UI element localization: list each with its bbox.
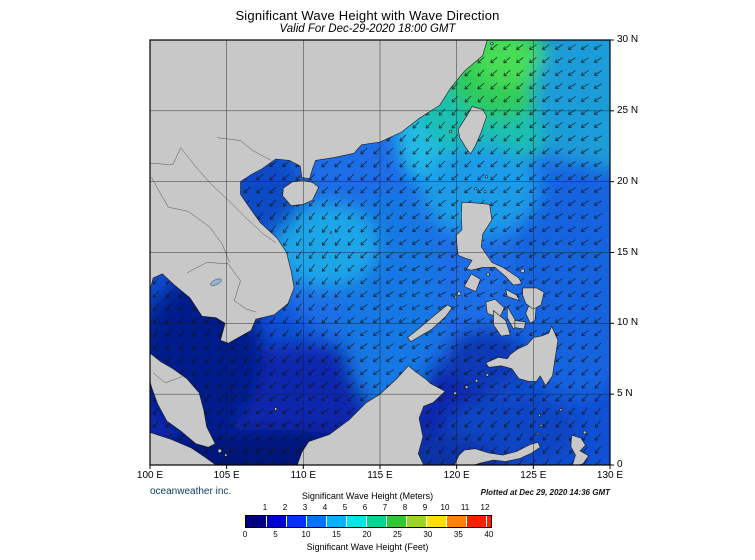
- colorbar-segment: [286, 516, 306, 527]
- feet-tick-value: 35: [453, 530, 463, 539]
- feet-tick-value: 10: [301, 530, 311, 539]
- small-island: [538, 414, 541, 417]
- meters-tick-value: 3: [302, 503, 308, 512]
- feet-tick-value: 30: [423, 530, 433, 539]
- small-island: [274, 407, 278, 411]
- small-island: [520, 268, 525, 274]
- colorbar-divider: [425, 516, 427, 527]
- map-layers: [150, 40, 610, 465]
- meters-tick-value: 8: [402, 503, 408, 512]
- meters-tick-value: 10: [440, 503, 450, 512]
- colorbar-segment: [446, 516, 466, 527]
- colorbar-divider: [285, 516, 287, 527]
- lat-tick-label: 0: [617, 459, 623, 470]
- small-island: [559, 408, 563, 412]
- small-island: [474, 187, 478, 191]
- colorbar-divider: [345, 516, 347, 527]
- colorbar-divider: [465, 516, 467, 527]
- small-island: [582, 430, 587, 435]
- small-island: [490, 41, 494, 46]
- lon-tick-label: 105 E: [213, 470, 240, 481]
- colorbar-segment: [426, 516, 446, 527]
- small-island: [464, 385, 469, 389]
- chart-title: Significant Wave Height with Wave Direct…: [235, 8, 500, 23]
- colorbar-meters-ticks: 1 2 3 4 5 6 7 8 9 10 11 12: [245, 503, 490, 513]
- meters-tick-value: 7: [382, 503, 388, 512]
- colorbar-segment: [266, 516, 286, 527]
- small-island: [449, 129, 453, 133]
- colorbar-segment: [366, 516, 386, 527]
- country-borders: [150, 137, 276, 384]
- small-island: [536, 432, 540, 436]
- lon-tick-label: 125 E: [520, 470, 547, 481]
- meters-tick-value: 1: [262, 503, 268, 512]
- map-plot-area: [149, 39, 614, 469]
- colorbar: [245, 515, 492, 528]
- lat-tick-label: 5 N: [617, 388, 633, 400]
- feet-tick-value: 20: [362, 530, 372, 539]
- small-island: [217, 448, 222, 453]
- lat-tick-label: 20 N: [617, 175, 639, 187]
- lake: [210, 278, 222, 286]
- small-island: [474, 379, 479, 383]
- chart-subtitle: Valid For Dec-29-2020 18:00 GMT: [279, 23, 456, 35]
- feet-tick-value: 40: [484, 530, 494, 539]
- meters-tick-value: 11: [460, 503, 470, 512]
- colorbar-segment: [346, 516, 366, 527]
- wave-map-canvas: [149, 39, 614, 469]
- colorbar-segment: [406, 516, 426, 527]
- colorbar-divider: [365, 516, 367, 527]
- feet-tick-value: 5: [273, 530, 278, 539]
- colorbar-feet-ticks: 0 5 10 15 20 25 30 35 40: [242, 530, 494, 540]
- small-island: [539, 423, 543, 427]
- feet-tick-value: 15: [331, 530, 341, 539]
- colorbar-divider: [305, 516, 307, 527]
- small-island: [483, 190, 487, 193]
- meters-tick-value: 6: [362, 503, 368, 512]
- colorbar-divider: [265, 516, 267, 527]
- plotted-timestamp: Plotted at Dec 29, 2020 14:36 GMT: [480, 488, 610, 497]
- landmass-layer: [150, 40, 589, 465]
- axis-ticks: [149, 39, 614, 469]
- colorbar-divider: [405, 516, 407, 527]
- lat-tick-label: 10 N: [617, 317, 639, 329]
- lon-tick-label: 130 E: [596, 470, 624, 481]
- colorbar-segment: [326, 516, 346, 527]
- lat-tick-label: 15 N: [617, 246, 639, 258]
- lon-tick-label: 100 E: [136, 470, 164, 481]
- lon-tick-label: 110 E: [290, 470, 317, 481]
- colorbar-segment: [306, 516, 326, 527]
- colorbar-divider: [385, 516, 387, 527]
- meters-tick-value: 5: [342, 503, 348, 512]
- small-island: [453, 391, 457, 396]
- lat-tick-label: 25 N: [617, 104, 639, 116]
- colorbar-segment: [246, 516, 266, 527]
- lon-tick-label: 115 E: [367, 470, 393, 481]
- feet-tick-value: 0: [242, 530, 248, 539]
- small-island: [486, 272, 490, 277]
- small-island: [456, 291, 461, 296]
- lat-tick-label: 30 N: [617, 34, 639, 45]
- colorbar-divider: [445, 516, 447, 527]
- colorbar-segment: [386, 516, 406, 527]
- colorbar-divider: [325, 516, 327, 527]
- colorbar-divider: [485, 516, 487, 527]
- meters-tick-value: 9: [422, 503, 428, 512]
- meters-tick-value: 4: [322, 503, 328, 512]
- small-island: [329, 231, 333, 234]
- meters-tick-value: 12: [480, 503, 490, 512]
- lon-tick-label: 120 E: [443, 470, 470, 481]
- colorbar-meters-label: Significant Wave Height (Meters): [301, 491, 434, 501]
- meters-tick-value: 2: [282, 503, 288, 512]
- grid-lines: [150, 40, 610, 465]
- feet-tick-value: 25: [392, 530, 402, 539]
- credit-text: oceanweather inc.: [150, 486, 232, 497]
- colorbar-feet-label: Significant Wave Height (Feet): [306, 542, 429, 552]
- small-island: [485, 373, 489, 377]
- small-island: [485, 175, 488, 179]
- colorbar-segment: [466, 516, 491, 527]
